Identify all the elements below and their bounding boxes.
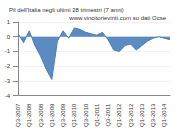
- svg-text:Q3-2012: Q3-2012: [128, 103, 134, 127]
- svg-text:www.vincitorievinti.com su dat: www.vincitorievinti.com su dati Ocse: [68, 15, 166, 21]
- svg-text:Q1-2012: Q1-2012: [116, 103, 122, 127]
- svg-text:Q3-2007: Q3-2007: [15, 103, 21, 127]
- svg-text:-1: -1: [5, 48, 11, 54]
- svg-text:1: 1: [7, 19, 11, 25]
- svg-text:Q1-2010: Q1-2010: [71, 103, 77, 127]
- svg-text:0: 0: [7, 34, 11, 40]
- svg-text:Q3-2009: Q3-2009: [60, 103, 66, 127]
- svg-text:Q3-2013: Q3-2013: [150, 103, 156, 127]
- svg-text:-3: -3: [5, 78, 11, 84]
- svg-text:Q1-2011: Q1-2011: [94, 103, 100, 127]
- svg-text:Q1-2008: Q1-2008: [26, 103, 32, 127]
- svg-text:Q1-2014: Q1-2014: [161, 103, 167, 127]
- svg-text:Q1-2013: Q1-2013: [139, 103, 145, 127]
- svg-text:Q3-2010: Q3-2010: [83, 103, 89, 127]
- svg-text:Q3-2008: Q3-2008: [38, 103, 44, 127]
- svg-text:-2: -2: [5, 63, 11, 69]
- svg-text:Q3-2011: Q3-2011: [105, 103, 111, 127]
- svg-text:-4: -4: [5, 93, 11, 99]
- svg-text:Q1-2009: Q1-2009: [49, 103, 55, 127]
- svg-text:Pil dell'Italia negli ultimi 2: Pil dell'Italia negli ultimi 28 trimestr…: [9, 7, 124, 13]
